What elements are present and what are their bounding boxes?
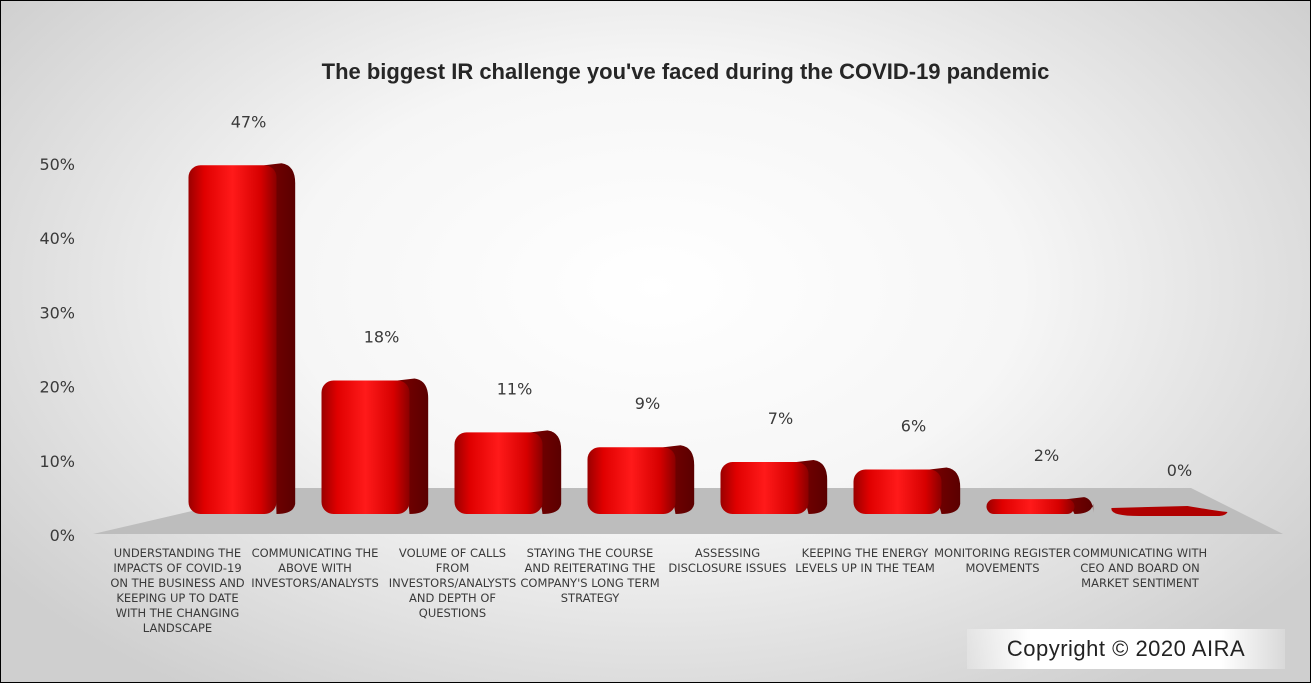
category-label: COMMUNICATING THE ABOVE WITH INVESTORS/A… [251,546,379,590]
bar [853,467,961,514]
y-tick-label: 40% [39,229,75,248]
y-tick-label: 30% [39,303,75,322]
bar-front [720,462,809,514]
data-label: 0% [1167,461,1192,480]
y-tick-label: 20% [39,378,75,397]
data-label: 11% [497,379,533,398]
data-label: 2% [1034,446,1059,465]
bar-front [853,469,942,514]
category-label: MONITORING REGISTER MOVEMENTS [934,546,1071,575]
category-axis: UNDERSTANDING THE IMPACTS OF COVID-19 ON… [1,546,1310,656]
data-label: 47% [231,112,267,131]
copyright-notice: Copyright © 2020 AIRA [967,629,1285,669]
bar-slab [1111,506,1228,516]
category-label: ASSESSING DISCLOSURE ISSUES [668,546,787,575]
bar [587,445,695,514]
data-label: 9% [635,394,660,413]
y-tick-label: 10% [39,452,75,471]
bar [188,163,296,514]
bar [720,460,828,514]
y-tick-label: 0% [50,526,75,545]
bar-front [321,380,410,514]
category-label: KEEPING THE ENERGY LEVELS UP IN THE TEAM [795,546,935,575]
data-label: 6% [901,416,926,435]
bar-front [454,432,543,514]
bar [1111,506,1228,516]
data-label: 7% [768,409,793,428]
category-label: VOLUME OF CALLS FROM INVESTORS/ANALYSTS … [388,546,517,620]
bar-front [188,165,277,514]
category-label: COMMUNICATING WITH CEO AND BOARD ON MARK… [1072,546,1208,590]
bar-front [986,499,1075,514]
y-tick-label: 50% [39,155,75,174]
bar [454,430,562,514]
chart-title: The biggest IR challenge you've faced du… [321,59,1050,84]
bar-front [587,447,676,514]
data-label: 18% [364,327,400,346]
category-label: UNDERSTANDING THE IMPACTS OF COVID-19 ON… [110,546,245,635]
category-label: STAYING THE COURSE AND REITERATING THE C… [520,546,660,605]
bar [321,378,429,514]
bar [986,497,1094,514]
